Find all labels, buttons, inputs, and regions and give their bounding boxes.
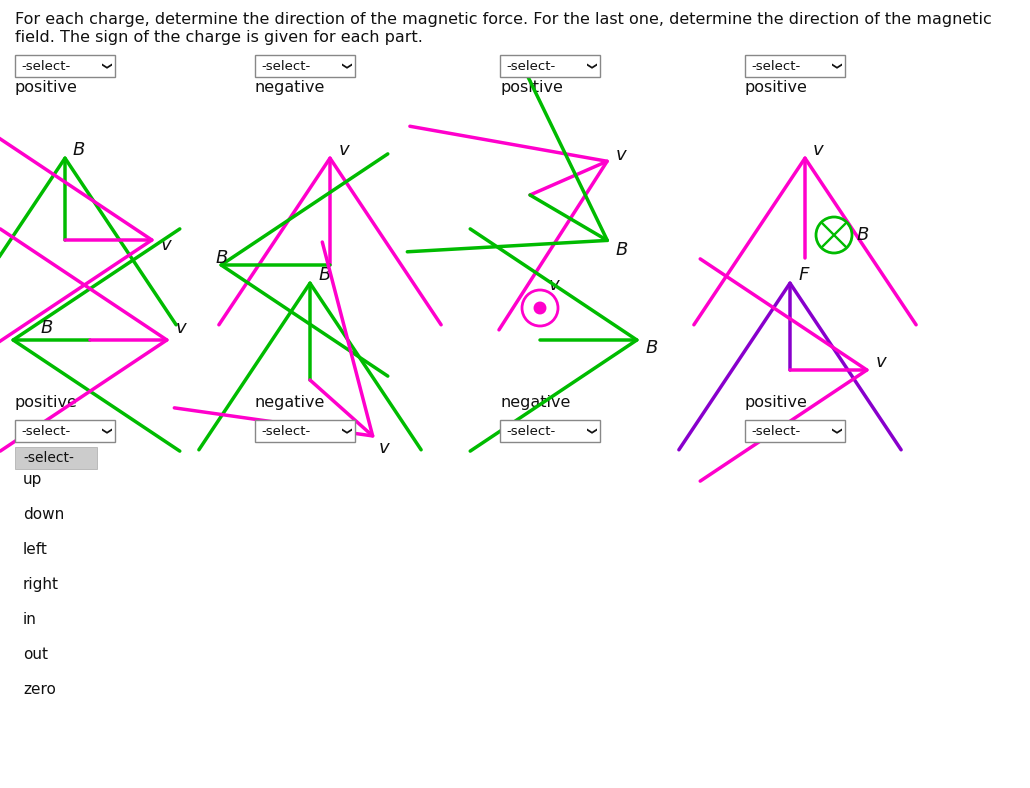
Text: negative: negative xyxy=(255,80,325,95)
Text: $\mathit{v}$: $\mathit{v}$ xyxy=(338,141,351,159)
Text: ❯: ❯ xyxy=(340,62,350,70)
Bar xyxy=(15,447,97,469)
Bar xyxy=(500,420,600,442)
Text: positive: positive xyxy=(745,395,808,410)
Circle shape xyxy=(535,303,546,314)
Text: ❯: ❯ xyxy=(585,62,595,70)
Text: $\mathit{F}$: $\mathit{F}$ xyxy=(798,266,811,284)
Text: out: out xyxy=(23,647,48,662)
Text: $\mathit{v}$: $\mathit{v}$ xyxy=(615,146,628,164)
Text: ❯: ❯ xyxy=(340,427,350,435)
Text: positive: positive xyxy=(15,395,78,410)
Bar xyxy=(255,55,355,77)
Text: -select-: -select- xyxy=(21,425,70,437)
Text: $\mathit{v}$: $\mathit{v}$ xyxy=(160,236,173,254)
Bar xyxy=(15,55,115,77)
Text: For each charge, determine the direction of the magnetic force. For the last one: For each charge, determine the direction… xyxy=(15,12,992,27)
Text: positive: positive xyxy=(15,80,78,95)
Text: $\mathit{v}$: $\mathit{v}$ xyxy=(175,319,187,337)
Bar xyxy=(745,55,845,77)
Text: down: down xyxy=(23,507,64,522)
Text: -select-: -select- xyxy=(23,451,74,465)
Text: $\mathit{B}$: $\mathit{B}$ xyxy=(40,319,54,337)
Text: -select-: -select- xyxy=(506,60,555,72)
Text: $\mathit{B}$: $\mathit{B}$ xyxy=(645,339,658,357)
Text: $\mathit{B}$: $\mathit{B}$ xyxy=(318,266,332,284)
Text: $\mathit{B}$: $\mathit{B}$ xyxy=(215,249,229,267)
Text: up: up xyxy=(23,472,42,487)
Text: $\mathit{v}$: $\mathit{v}$ xyxy=(378,439,390,457)
Text: $\mathit{B}$: $\mathit{B}$ xyxy=(856,226,869,244)
Text: in: in xyxy=(23,612,37,627)
Text: ❯: ❯ xyxy=(100,427,110,435)
Text: $\mathit{B}$: $\mathit{B}$ xyxy=(72,141,85,159)
Text: ❯: ❯ xyxy=(585,427,595,435)
Text: positive: positive xyxy=(745,80,808,95)
Text: -select-: -select- xyxy=(751,60,800,72)
Text: ❯: ❯ xyxy=(830,427,840,435)
Text: -select-: -select- xyxy=(751,425,800,437)
Text: $\mathit{v}$: $\mathit{v}$ xyxy=(548,276,561,294)
Text: -select-: -select- xyxy=(261,425,310,437)
Text: ❯: ❯ xyxy=(830,62,840,70)
Text: positive: positive xyxy=(500,80,562,95)
Text: field. The sign of the charge is given for each part.: field. The sign of the charge is given f… xyxy=(15,30,423,45)
Text: left: left xyxy=(23,542,47,557)
Text: -select-: -select- xyxy=(261,60,310,72)
Bar xyxy=(15,420,115,442)
Bar xyxy=(255,420,355,442)
Text: $\mathit{v}$: $\mathit{v}$ xyxy=(812,141,825,159)
Bar xyxy=(745,420,845,442)
Text: zero: zero xyxy=(23,682,56,697)
Text: $\mathit{v}$: $\mathit{v}$ xyxy=(876,353,888,371)
Text: -select-: -select- xyxy=(506,425,555,437)
Text: negative: negative xyxy=(500,395,571,410)
Text: negative: negative xyxy=(255,395,325,410)
Text: ❯: ❯ xyxy=(100,62,110,70)
Text: -select-: -select- xyxy=(21,60,70,72)
Text: right: right xyxy=(23,577,59,592)
Text: $\mathit{B}$: $\mathit{B}$ xyxy=(615,241,628,259)
Bar xyxy=(500,55,600,77)
